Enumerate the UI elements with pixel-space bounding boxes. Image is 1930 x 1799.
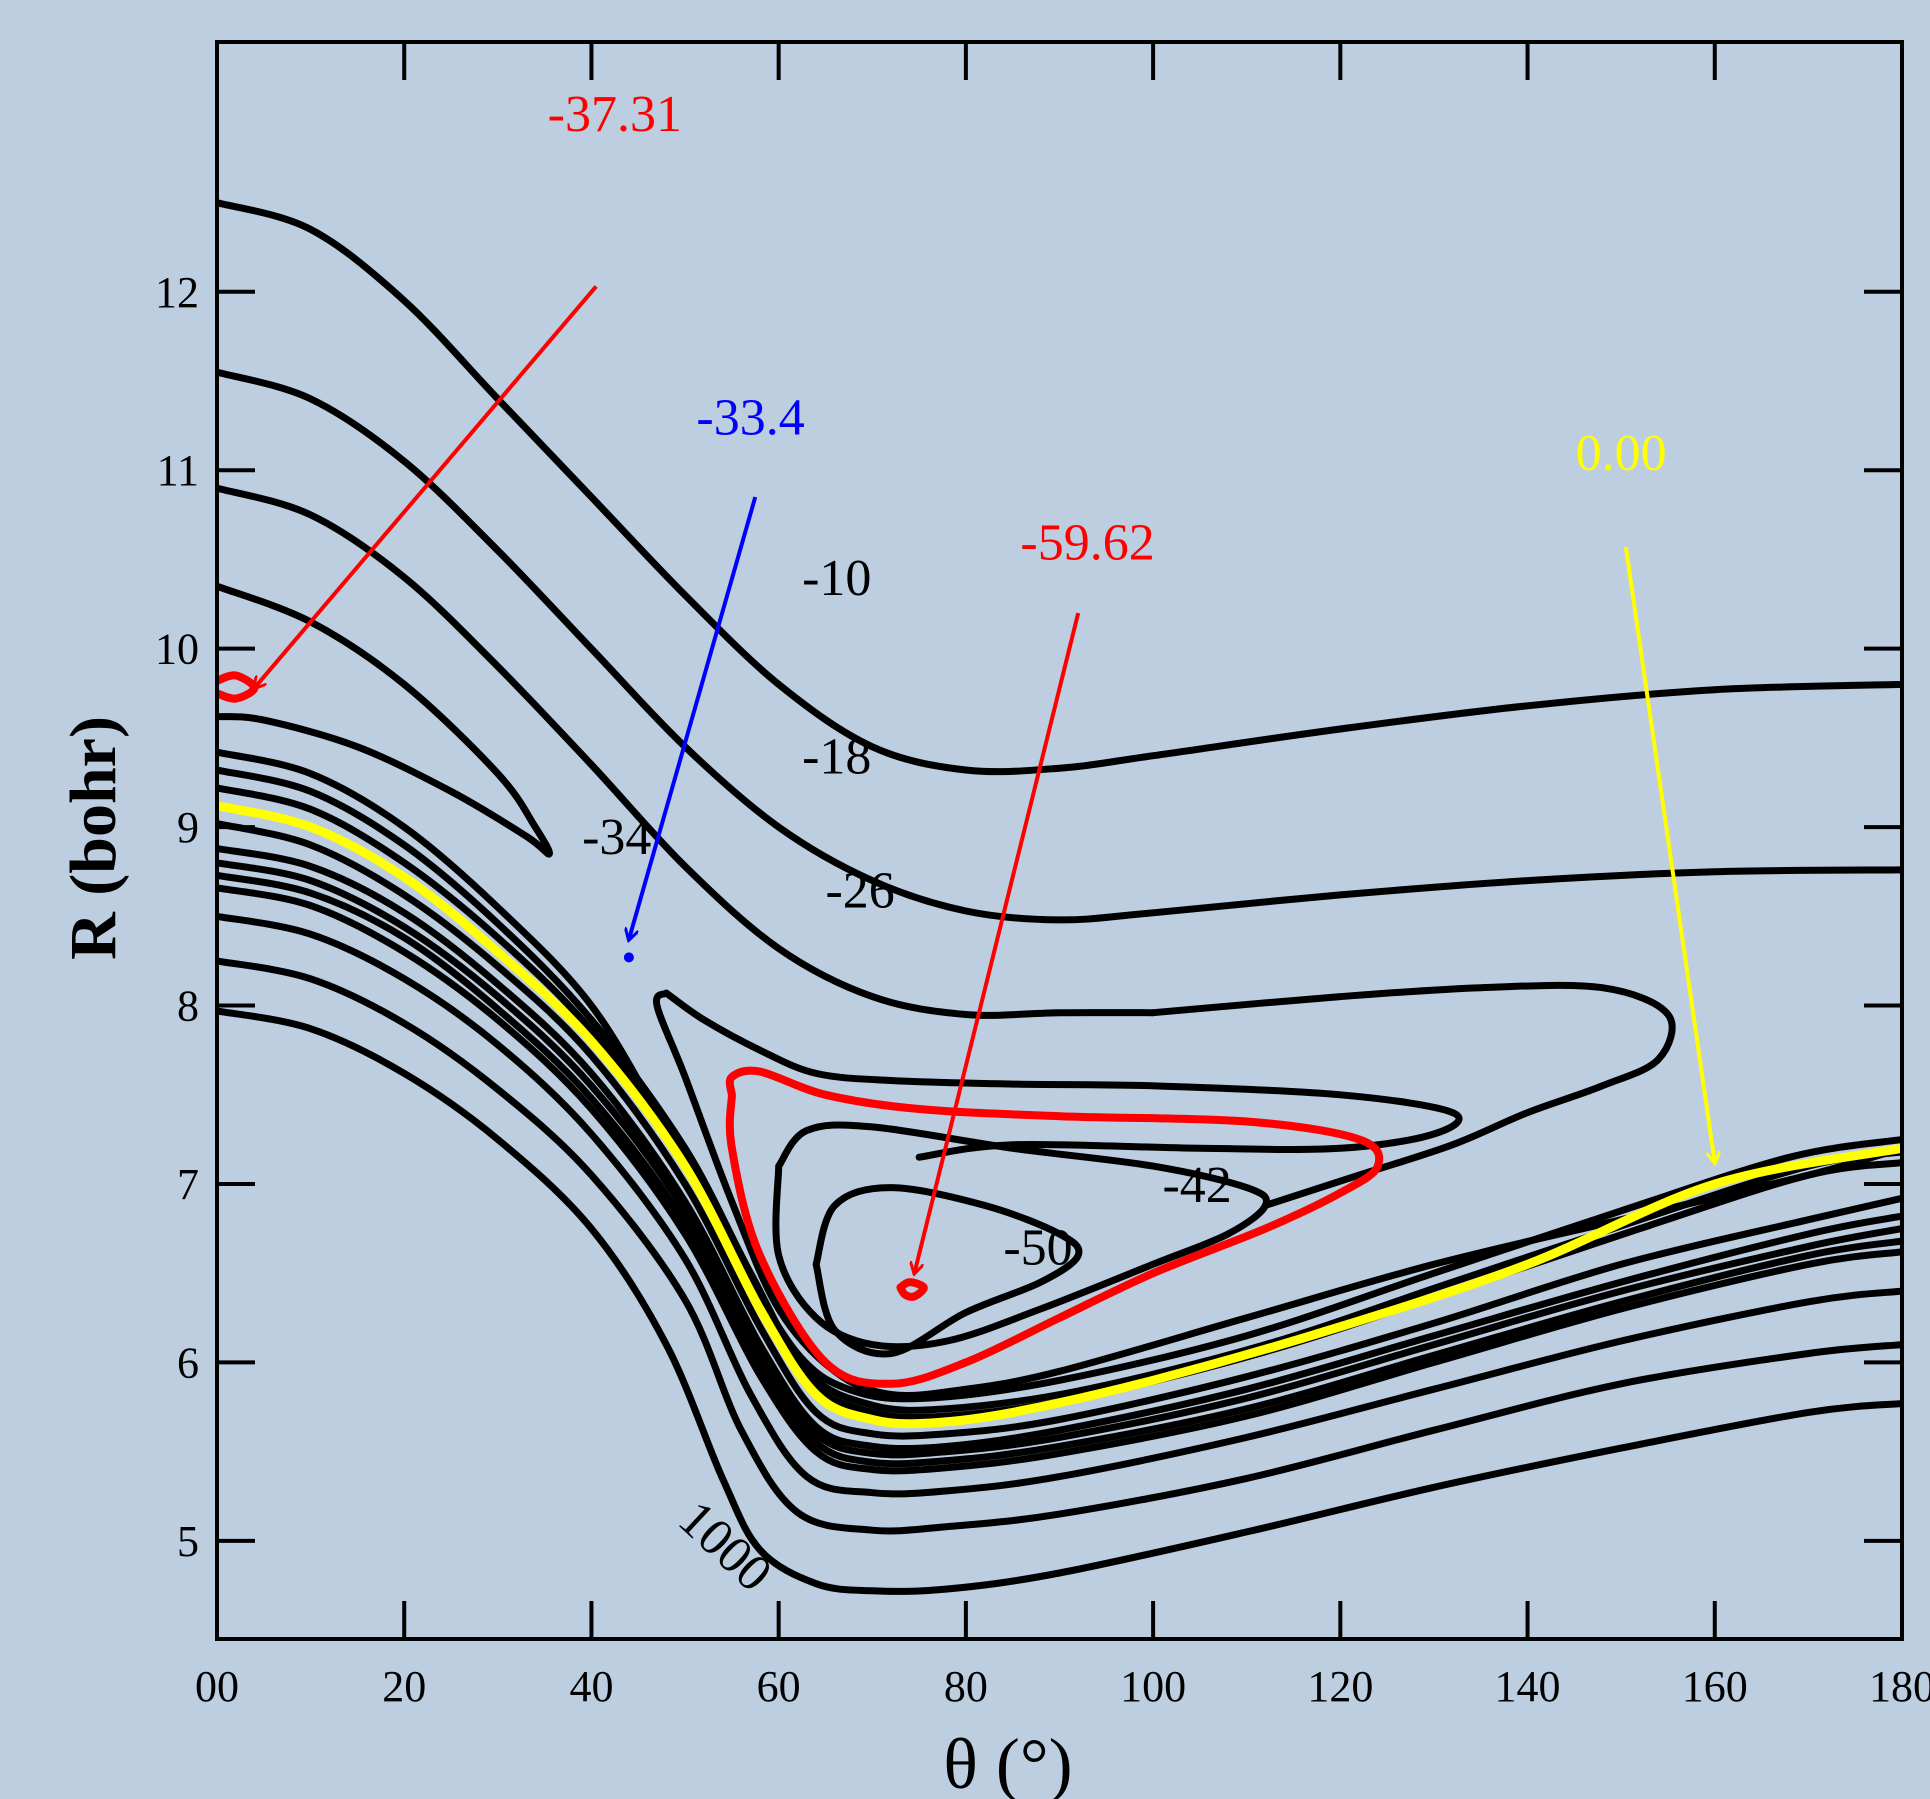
x-axis-title: θ (°): [943, 1724, 1072, 1799]
x-tick-label: 120: [1307, 1662, 1373, 1711]
y-tick-label: 6: [177, 1338, 199, 1387]
contour-line--37_31-22: [217, 671, 259, 703]
annotation-label: 0.00: [1576, 425, 1667, 482]
contour-line-11: [217, 784, 1902, 1421]
contour-line--10-0: [217, 199, 1902, 776]
y-tick-label: 12: [155, 268, 199, 317]
annotation-arrow: [629, 496, 758, 940]
contour-line--34-4: [662, 989, 1463, 1161]
contour-label-layer: -10 -18 -26 -34 -42 -50 1000: [582, 550, 1232, 1603]
contour-line--59_62-21: [896, 1278, 928, 1301]
contour-line-12: [217, 820, 1902, 1440]
x-tick-label: 180: [1869, 1662, 1930, 1711]
x-tick-label: 20: [382, 1662, 426, 1711]
contour-line-18: [217, 957, 1902, 1535]
annotation-arrow: [254, 285, 598, 687]
contour-line-13: [217, 845, 1902, 1453]
x-tick-label: 160: [1682, 1662, 1748, 1711]
contour-label: -34: [582, 809, 651, 866]
x-tick-label: 80: [944, 1662, 988, 1711]
x-tick-label: 40: [569, 1662, 613, 1711]
contour-line-16: [217, 884, 1902, 1475]
annotation-arrow: [914, 612, 1081, 1273]
contour-line-9: [217, 748, 1902, 1403]
contour-line-1000-19: [217, 1007, 1902, 1595]
x-tick-label: 100: [1120, 1662, 1186, 1711]
annotation-arrow: [1623, 546, 1715, 1163]
y-tick-label: 5: [177, 1517, 199, 1566]
contour-label: 1000: [668, 1490, 783, 1603]
x-tick-label: 00: [195, 1662, 239, 1711]
contour-line--34-6: [1149, 981, 1676, 1209]
contour-line--34-3: [217, 582, 553, 858]
y-tick-label: 8: [177, 982, 199, 1031]
contour-line--18-1: [217, 368, 1902, 924]
contour-label: -42: [1162, 1157, 1231, 1214]
annotation-layer: -37.31 -33.4 -59.62 0.00: [254, 86, 1714, 1273]
contour-layer: [217, 199, 1902, 1595]
annotation-label: -59.62: [1020, 514, 1154, 571]
y-axis-title: R (bohr): [57, 716, 130, 960]
annotation-label: -33.4: [696, 390, 804, 447]
contour-label: -10: [802, 550, 871, 607]
contour-label: -50: [1003, 1219, 1072, 1276]
y-tick-label: 9: [177, 803, 199, 852]
contour-line-15: [217, 871, 1902, 1468]
contour-line-0_00-23: [217, 801, 1902, 1429]
tick-layer: 00 20 40 60 80 100 120 140 160 180 5 6 7 8 9 10 11 12: [155, 42, 1930, 1711]
y-tick-label: 11: [157, 446, 199, 495]
annotation-label: -37.31: [548, 86, 682, 143]
contour-label: -18: [802, 729, 871, 786]
contour-label: -26: [825, 862, 894, 919]
y-tick-label: 10: [155, 625, 199, 674]
marker-point: [623, 952, 634, 963]
y-tick-label: 7: [177, 1160, 199, 1209]
plot-frame: [215, 40, 1904, 1641]
contour-line--50-8: [812, 1184, 1083, 1358]
x-tick-label: 140: [1495, 1662, 1561, 1711]
x-tick-label: 60: [757, 1662, 801, 1711]
contour-line-14: [217, 859, 1902, 1459]
contour-line--37_31-20: [725, 1066, 1384, 1388]
contour-line-17: [217, 912, 1902, 1498]
